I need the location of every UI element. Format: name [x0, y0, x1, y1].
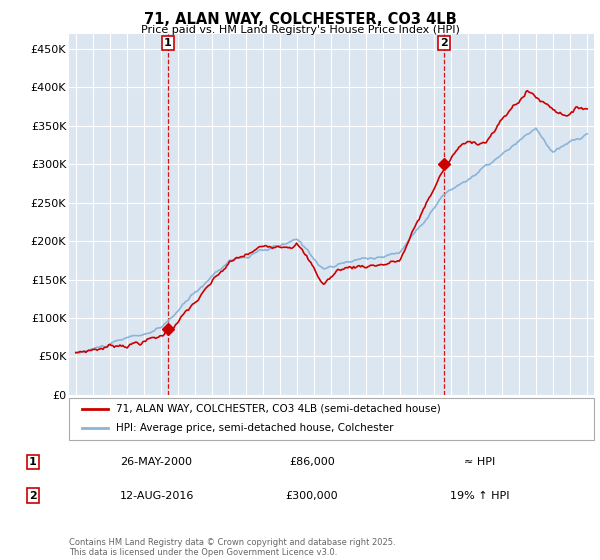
Text: 26-MAY-2000: 26-MAY-2000 — [120, 457, 192, 467]
Text: 1: 1 — [29, 457, 37, 467]
Text: 71, ALAN WAY, COLCHESTER, CO3 4LB (semi-detached house): 71, ALAN WAY, COLCHESTER, CO3 4LB (semi-… — [116, 404, 441, 414]
Text: 2: 2 — [440, 38, 448, 48]
Text: HPI: Average price, semi-detached house, Colchester: HPI: Average price, semi-detached house,… — [116, 423, 394, 433]
Text: 2: 2 — [29, 491, 37, 501]
Text: Contains HM Land Registry data © Crown copyright and database right 2025.
This d: Contains HM Land Registry data © Crown c… — [69, 538, 395, 557]
Text: 19% ↑ HPI: 19% ↑ HPI — [450, 491, 510, 501]
Text: £300,000: £300,000 — [286, 491, 338, 501]
Text: £86,000: £86,000 — [289, 457, 335, 467]
FancyBboxPatch shape — [69, 398, 594, 440]
Text: Price paid vs. HM Land Registry's House Price Index (HPI): Price paid vs. HM Land Registry's House … — [140, 25, 460, 35]
Text: 1: 1 — [164, 38, 172, 48]
Text: 71, ALAN WAY, COLCHESTER, CO3 4LB: 71, ALAN WAY, COLCHESTER, CO3 4LB — [143, 12, 457, 27]
Text: ≈ HPI: ≈ HPI — [464, 457, 496, 467]
Text: 12-AUG-2016: 12-AUG-2016 — [120, 491, 194, 501]
